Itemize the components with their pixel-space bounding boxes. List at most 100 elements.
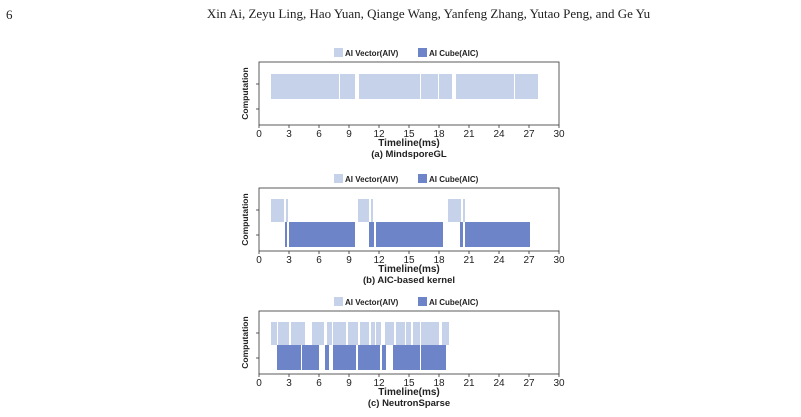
x-tick-label: 6	[316, 378, 322, 389]
aiv-segment	[340, 74, 355, 99]
aiv-segment	[439, 74, 452, 99]
aiv-segment	[286, 199, 288, 222]
panel-caption: (a) MindsporeGL	[371, 149, 447, 160]
x-tick-label: 9	[346, 255, 352, 266]
y-axis-label: Computation	[240, 316, 250, 368]
legend-swatch-aic	[418, 174, 427, 183]
aic-segment	[465, 222, 530, 247]
x-tick-label: 18	[433, 129, 445, 140]
aic-segment	[333, 345, 356, 370]
x-tick-label: 0	[256, 378, 262, 389]
x-tick-label: 9	[346, 378, 352, 389]
aic-segment	[325, 345, 329, 370]
aiv-segment	[406, 322, 411, 345]
aiv-segment	[291, 322, 305, 345]
aiv-segment	[333, 322, 346, 345]
x-tick-label: 30	[553, 378, 565, 389]
aiv-segment	[271, 322, 277, 345]
x-tick-label: 27	[523, 255, 535, 266]
x-tick-label: 18	[433, 255, 445, 266]
aiv-segment	[359, 74, 420, 99]
x-tick-label: 12	[373, 129, 385, 140]
x-tick-label: 9	[346, 129, 352, 140]
x-tick-label: 3	[286, 129, 292, 140]
x-tick-label: 21	[463, 129, 475, 140]
aiv-segment	[442, 322, 449, 345]
aiv-segment	[371, 322, 375, 345]
x-tick-label: 30	[553, 255, 565, 266]
aiv-segment	[421, 74, 438, 99]
timeline-panel-2: AI Vector(AIV) AI Cube(AIC) Computation 0 3 6…	[240, 174, 565, 286]
legend-label-aiv: AI Vector(AIV)	[345, 298, 399, 307]
aiv-segment	[271, 74, 339, 99]
aic-segment	[302, 345, 319, 370]
x-tick-label: 27	[523, 378, 535, 389]
aic-segment	[382, 345, 386, 370]
legend-swatch-aiv	[334, 297, 343, 306]
x-tick-label: 30	[553, 129, 565, 140]
timeline-panel-3: AI Vector(AIV) AI Cube(AIC) Computation 0 3 6…	[240, 297, 565, 409]
x-tick-label: 15	[403, 378, 415, 389]
x-axis-label: Timeline(ms)	[378, 387, 440, 398]
x-axis-label: Timeline(ms)	[378, 138, 440, 149]
legend-swatch-aiv	[334, 48, 343, 57]
x-tick-label: 0	[256, 255, 262, 266]
legend: AI Vector(AIV) AI Cube(AIC)	[334, 174, 479, 184]
x-tick-label: 15	[403, 129, 415, 140]
legend-label-aiv: AI Vector(AIV)	[345, 175, 399, 184]
aiv-segment	[376, 322, 381, 345]
x-tick-label: 6	[316, 129, 322, 140]
aiv-segment	[348, 322, 358, 345]
aic-segment	[277, 345, 301, 370]
x-tick-label: 3	[286, 378, 292, 389]
x-tick-label: 24	[493, 255, 505, 266]
legend-label-aic: AI Cube(AIC)	[429, 49, 479, 58]
aiv-segment	[278, 322, 289, 345]
aiv-segment	[396, 322, 405, 345]
aiv-segment	[312, 322, 324, 345]
legend-swatch-aiv	[334, 174, 343, 183]
aic-segment	[460, 222, 463, 247]
x-tick-label: 6	[316, 255, 322, 266]
timeline-panel-1: AI Vector(AIV) AI Cube(AIC) Computation 0 3 6…	[240, 48, 565, 160]
x-tick-label: 15	[403, 255, 415, 266]
page-number: 6	[6, 7, 13, 22]
aiv-segment	[360, 322, 369, 345]
aic-segment	[369, 222, 374, 247]
aic-segment	[358, 345, 380, 370]
legend: AI Vector(AIV) AI Cube(AIC)	[334, 297, 479, 307]
aiv-segment	[413, 322, 420, 345]
aic-segment	[393, 345, 420, 370]
x-tick-label: 21	[463, 378, 475, 389]
panel-caption: (b) AIC-based kernel	[363, 275, 455, 286]
legend-label-aic: AI Cube(AIC)	[429, 298, 479, 307]
y-axis-label: Computation	[240, 193, 250, 245]
panel-caption: (c) NeutronSparse	[368, 398, 450, 409]
aiv-segment	[358, 199, 369, 222]
aiv-segment	[371, 199, 373, 222]
aic-segment	[285, 222, 287, 247]
x-tick-label: 12	[373, 378, 385, 389]
x-tick-label: 12	[373, 255, 385, 266]
x-tick-label: 27	[523, 129, 535, 140]
aiv-segment	[327, 322, 332, 345]
x-tick-label: 3	[286, 255, 292, 266]
legend-swatch-aic	[418, 297, 427, 306]
legend-swatch-aic	[418, 48, 427, 57]
x-tick-label: 24	[493, 129, 505, 140]
x-axis-label: Timeline(ms)	[378, 264, 440, 275]
legend-label-aic: AI Cube(AIC)	[429, 175, 479, 184]
running-header-authors: Xin Ai, Zeyu Ling, Hao Yuan, Qiange Wang…	[206, 6, 651, 21]
aiv-segment	[421, 322, 439, 345]
legend: AI Vector(AIV) AI Cube(AIC)	[334, 48, 479, 58]
aic-segment	[289, 222, 355, 247]
aic-segment	[376, 222, 443, 247]
x-tick-label: 21	[463, 255, 475, 266]
x-tick-label: 0	[256, 129, 262, 140]
aic-segment	[421, 345, 446, 370]
x-tick-label: 18	[433, 378, 445, 389]
y-axis-label: Computation	[240, 67, 250, 119]
aiv-segment	[448, 199, 461, 222]
aiv-segment	[463, 199, 465, 222]
x-tick-label: 24	[493, 378, 505, 389]
